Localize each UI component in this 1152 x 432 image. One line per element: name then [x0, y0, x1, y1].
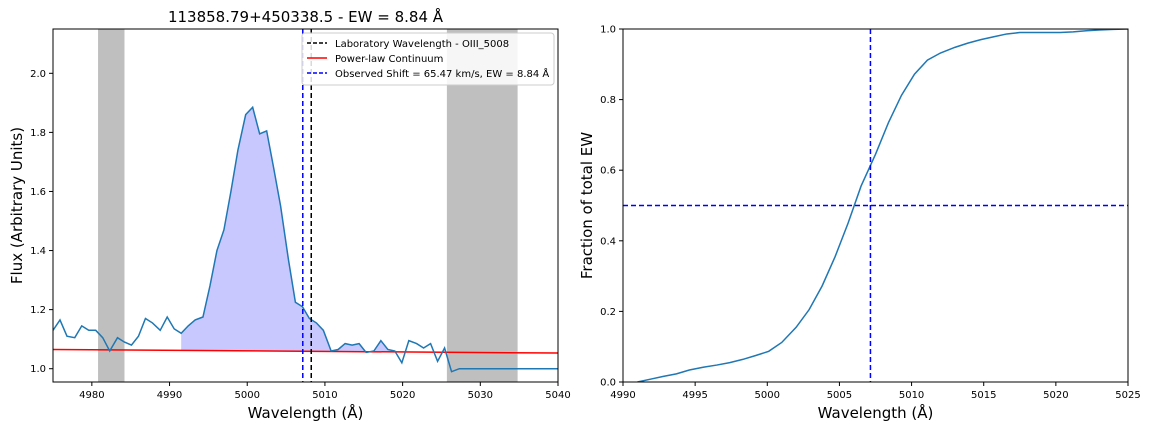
right-y-tick-label: 0.2 [600, 307, 616, 318]
left-x-tick-label: 5000 [235, 390, 260, 401]
right-panel: 4990 4995 5000 5005 5010 5015 5020 5025 0.0 0.2 0… [578, 25, 1141, 423]
left-y-tick-label: 2.0 [30, 69, 46, 80]
left-x-tick-label: 5010 [312, 390, 337, 401]
right-x-tick-label: 5000 [755, 390, 780, 401]
right-x-tick-label: 4995 [682, 390, 707, 401]
right-x-tick-label: 5015 [971, 390, 996, 401]
left-x-axis-label: Wavelength (Å) [248, 403, 364, 422]
masked-region [98, 29, 125, 382]
right-plot-frame [622, 28, 1129, 383]
right-x-tick-label: 5020 [1043, 390, 1068, 401]
right-y-tick-label: 0.6 [600, 166, 616, 177]
right-y-tick-label: 0.8 [600, 95, 616, 106]
left-y-tick-label: 1.4 [30, 246, 46, 257]
legend-label-continuum: Power-law Continuum [335, 54, 443, 65]
masked-region [446, 29, 518, 382]
left-x-tick-label: 5020 [390, 390, 415, 401]
right-y-tick-label: 0.4 [600, 236, 616, 247]
right-y-axis-label: Fraction of total EW [578, 132, 596, 279]
legend-label-lab-wavelength: Laboratory Wavelength - OIII_5008 [335, 39, 509, 50]
right-x-tick-label: 5025 [1115, 390, 1140, 401]
left-y-tick-label: 1.2 [30, 305, 46, 316]
right-x-tick-label: 5010 [899, 390, 924, 401]
cumulative-ew-line [637, 29, 1128, 382]
right-x-axis-label: Wavelength (Å) [818, 403, 934, 422]
legend-box [301, 32, 555, 86]
left-x-tick-label: 5030 [468, 390, 493, 401]
left-chart-title: 113858.79+450338.5 - EW = 8.84 Å [168, 7, 444, 26]
right-y-tick-label: 0.0 [600, 378, 616, 389]
right-x-tick-label: 4990 [610, 390, 635, 401]
right-x-tick-label: 5005 [827, 390, 852, 401]
left-y-axis-label: Flux (Arbitrary Units) [8, 127, 26, 284]
continuum-line [53, 348, 558, 354]
spectrum-line [53, 105, 558, 373]
left-y-tick-label: 1.8 [30, 128, 46, 139]
left-x-tick-label: 4990 [157, 390, 182, 401]
left-panel: 113858.79+450338.5 - EW = 8.84 Å 4980 499… [8, 7, 571, 422]
right-y-tick-label: 1.0 [600, 25, 616, 36]
left-plot-frame [52, 28, 559, 383]
left-y-tick-label: 1.6 [30, 187, 46, 198]
left-y-tick-label: 1.0 [30, 364, 46, 375]
legend-label-observed-shift: Observed Shift = 65.47 km/s, EW = 8.84 Å [335, 67, 549, 80]
emission-fill-area [181, 107, 402, 352]
legend: Laboratory Wavelength - OIII_5008 Power-… [301, 32, 555, 86]
left-x-tick-label: 5040 [545, 390, 570, 401]
left-x-tick-label: 4980 [79, 390, 104, 401]
